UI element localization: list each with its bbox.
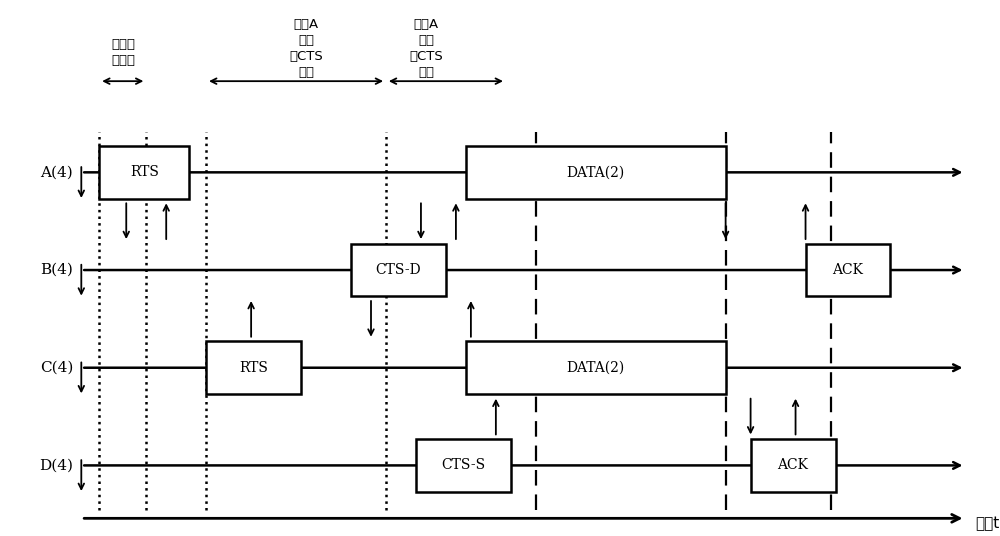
Text: RTS: RTS bbox=[239, 361, 268, 375]
Text: C(4): C(4) bbox=[40, 361, 73, 375]
Text: CTS-S: CTS-S bbox=[441, 458, 485, 472]
Text: B(4): B(4) bbox=[40, 263, 73, 277]
Bar bbox=[351, 243, 446, 296]
Bar bbox=[751, 439, 836, 492]
Text: ACK: ACK bbox=[832, 263, 863, 277]
Text: 最小退
避时隙: 最小退 避时隙 bbox=[111, 38, 135, 67]
Bar bbox=[416, 439, 511, 492]
Bar bbox=[806, 243, 890, 296]
Bar bbox=[99, 146, 189, 199]
Text: 节点A
的第
二CTS
时隙: 节点A 的第 二CTS 时隙 bbox=[409, 18, 443, 79]
Text: A(4): A(4) bbox=[41, 165, 73, 180]
Text: D(4): D(4) bbox=[39, 458, 73, 472]
Text: 时间t: 时间t bbox=[975, 517, 1000, 532]
Text: DATA(2): DATA(2) bbox=[567, 361, 625, 375]
Text: RTS: RTS bbox=[130, 165, 159, 180]
Text: ACK: ACK bbox=[778, 458, 809, 472]
Text: 节点A
的第
一CTS
时隙: 节点A 的第 一CTS 时隙 bbox=[289, 18, 323, 79]
Bar bbox=[466, 146, 726, 199]
Bar bbox=[466, 341, 726, 394]
Bar bbox=[206, 341, 301, 394]
Text: CTS-D: CTS-D bbox=[376, 263, 421, 277]
Text: DATA(2): DATA(2) bbox=[567, 165, 625, 180]
